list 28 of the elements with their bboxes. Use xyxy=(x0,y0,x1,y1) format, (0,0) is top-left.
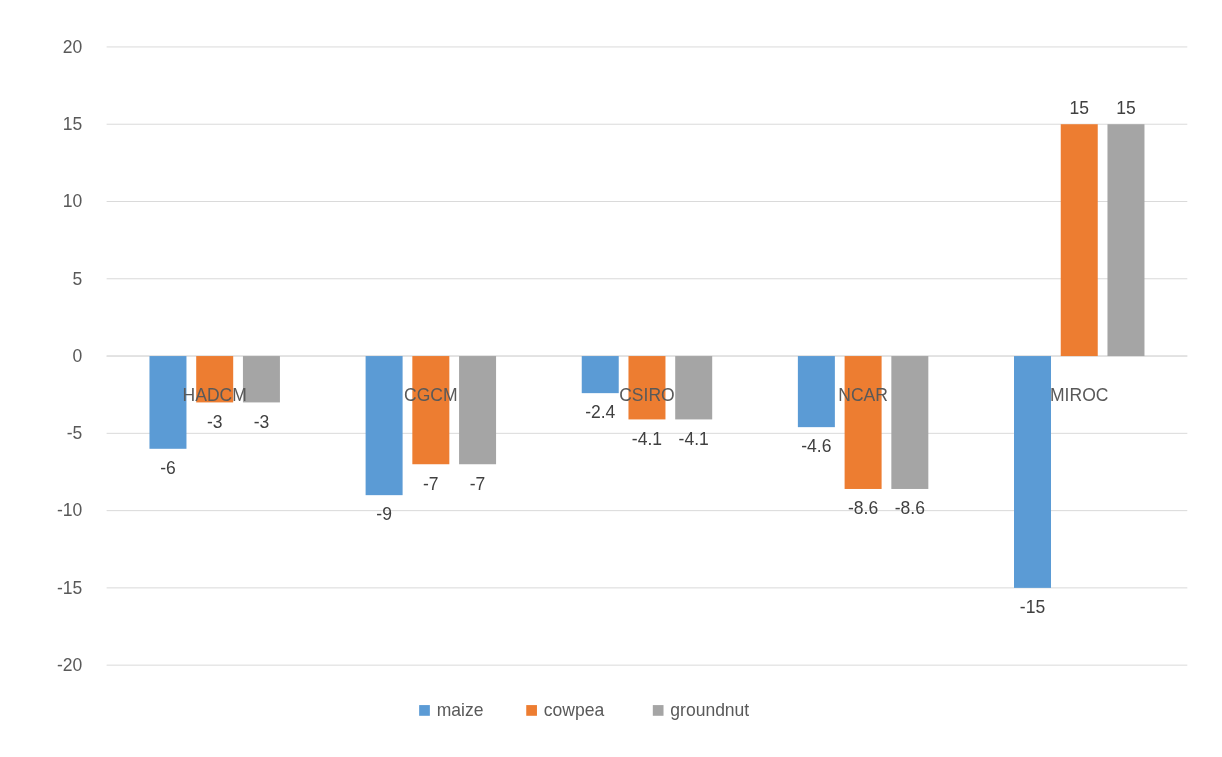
y-tick-label: 0 xyxy=(72,345,83,366)
data-label: -6 xyxy=(160,458,176,479)
y-tick-label: 10 xyxy=(62,191,83,212)
data-label: -3 xyxy=(206,411,223,432)
data-label: -3 xyxy=(253,411,270,432)
x-tick-label: MIROC xyxy=(1050,384,1109,405)
data-label: -2.4 xyxy=(585,402,616,423)
legend-label: groundnut xyxy=(670,699,750,720)
data-label: -4.1 xyxy=(631,428,663,449)
y-tick-label: -5 xyxy=(66,423,83,444)
legend-label: maize xyxy=(436,699,484,720)
data-label: -7 xyxy=(423,473,439,494)
data-label: -4.6 xyxy=(801,436,832,457)
y-tick-label: 5 xyxy=(72,268,83,289)
data-label: 15 xyxy=(1116,98,1136,119)
data-label: -8.6 xyxy=(894,498,925,519)
data-label: -8.6 xyxy=(848,498,879,519)
data-label: -7 xyxy=(469,473,486,494)
y-tick-label: -10 xyxy=(56,500,83,521)
data-label: -9 xyxy=(376,504,392,525)
y-tick-label: -15 xyxy=(56,577,83,598)
y-tick-label: 15 xyxy=(62,114,83,135)
y-tick-label: -20 xyxy=(56,655,83,676)
legend-label: cowpea xyxy=(543,699,605,720)
data-label: -4.1 xyxy=(678,428,709,449)
y-tick-label: 20 xyxy=(62,36,83,57)
data-label: -15 xyxy=(1019,597,1046,618)
data-label: 15 xyxy=(1069,98,1089,119)
